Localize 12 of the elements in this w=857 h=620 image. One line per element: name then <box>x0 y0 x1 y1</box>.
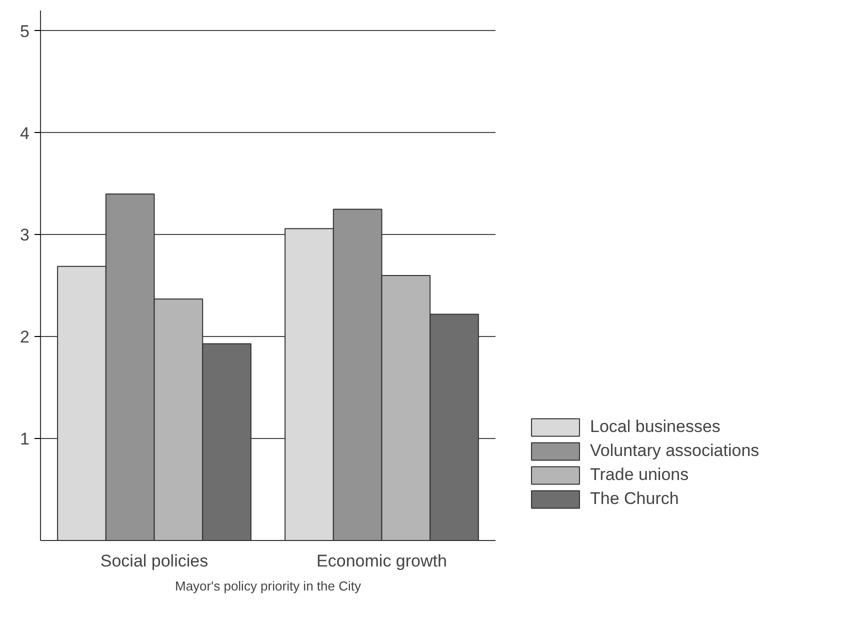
y-tick-label: 1 <box>20 430 30 449</box>
y-tick-label: 4 <box>20 124 30 143</box>
x-tick-label: Economic growth <box>316 552 447 570</box>
x-tick-label: Social policies <box>100 552 208 570</box>
legend-label: Local businesses <box>590 417 720 437</box>
legend-label: Trade unions <box>590 465 689 485</box>
y-tick-label: 5 <box>20 22 30 41</box>
legend-label: The Church <box>590 489 679 509</box>
legend-label: Voluntary associations <box>590 441 760 461</box>
y-tick-label: 2 <box>20 328 30 347</box>
y-tick-label: 3 <box>20 226 30 245</box>
x-axis-title: Mayor's policy priority in the City <box>175 578 362 594</box>
